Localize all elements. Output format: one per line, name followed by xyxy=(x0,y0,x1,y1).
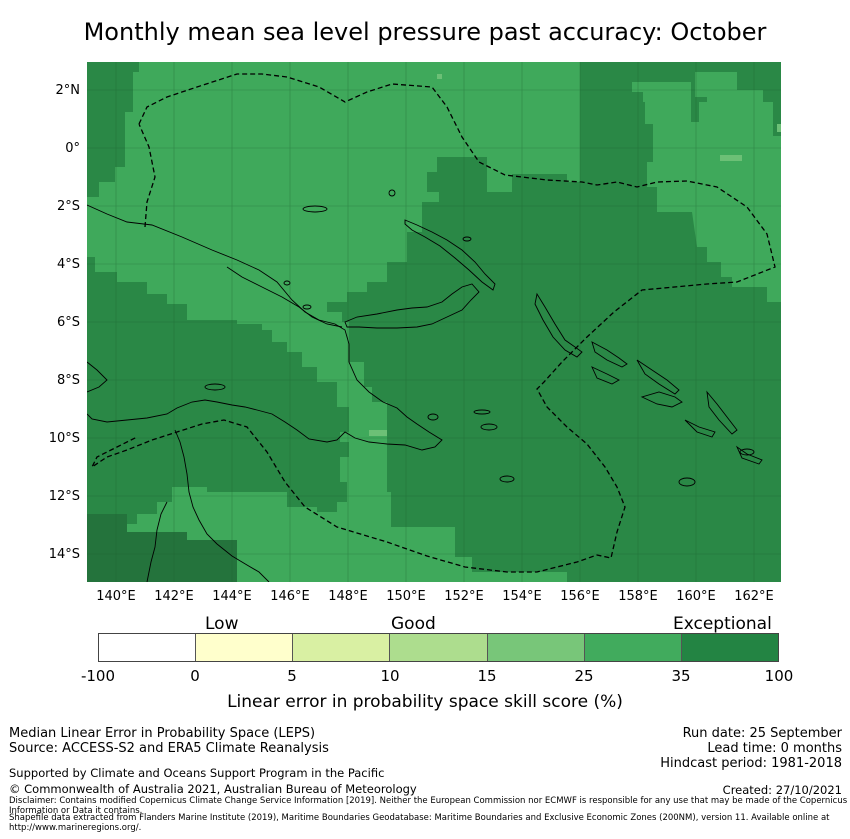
colorbar-category-exceptional: Exceptional xyxy=(673,614,772,634)
colorbar-tick: 5 xyxy=(287,667,297,685)
bougainville-coast xyxy=(534,292,583,358)
island-g xyxy=(499,475,515,483)
colorbar-tick: 15 xyxy=(477,667,497,685)
malaita-coast xyxy=(706,390,738,435)
x-tick-label: 160°E xyxy=(676,589,716,604)
x-tick-label: 152°E xyxy=(444,589,484,604)
footer-leps: Median Linear Error in Probability Space… xyxy=(9,726,316,741)
x-tick-label: 162°E xyxy=(734,589,774,604)
coastlines xyxy=(87,189,763,582)
x-tick-label: 148°E xyxy=(328,589,368,604)
island-e xyxy=(480,423,498,431)
skill-region-dark-w xyxy=(87,257,349,524)
new-guinea-north-coast xyxy=(226,266,343,328)
makira-coast xyxy=(684,419,716,438)
new-britain-coast xyxy=(344,283,480,329)
colorbar-segment xyxy=(487,634,585,661)
new-georgia-coast xyxy=(591,366,620,385)
island-i xyxy=(204,383,226,391)
eez-boundary xyxy=(90,73,776,573)
colorbar-segment xyxy=(584,634,682,661)
colorbar-segment xyxy=(99,634,197,661)
rennell-coast xyxy=(735,445,763,465)
footer-lead-time: Lead time: 0 months xyxy=(707,741,842,756)
island-h xyxy=(473,409,491,415)
island-j xyxy=(678,477,696,487)
x-tick-label: 142°E xyxy=(154,589,194,604)
y-tick-label: 0° xyxy=(65,141,80,156)
colorbar-segment xyxy=(390,634,488,661)
footer-copyright: © Commonwealth of Australia 2021, Austra… xyxy=(9,782,417,796)
colorbar-tick: 35 xyxy=(671,667,691,685)
y-tick-label: 2°S xyxy=(56,199,80,214)
x-tick-label: 154°E xyxy=(502,589,542,604)
colorbar-title: Linear error in probability space skill … xyxy=(227,692,623,712)
x-tick-label: 146°E xyxy=(270,589,310,604)
torres-strait-coast xyxy=(87,361,108,393)
cape-york-coast xyxy=(174,429,270,582)
light-patch-east xyxy=(720,155,742,161)
santa-isabel-coast xyxy=(636,359,680,395)
colorbar-category-good: Good xyxy=(391,614,436,634)
footer-shapefile-credit: Shapefile data extracted from Flanders M… xyxy=(9,813,830,833)
colorbar-tick: 10 xyxy=(380,667,400,685)
colorbar-tick: -100 xyxy=(80,667,116,685)
colorbar-tick: 0 xyxy=(190,667,200,685)
colorbar-segment xyxy=(196,634,294,661)
footer-source: Source: ACCESS-S2 and ERA5 Climate Reana… xyxy=(9,741,329,756)
footer-support: Supported by Climate and Oceans Support … xyxy=(9,766,385,780)
y-tick-label: 2°N xyxy=(55,83,81,98)
island-d xyxy=(302,304,312,310)
skill-region-dark-sw xyxy=(87,514,237,582)
island-f xyxy=(427,413,439,421)
choiseul-coast xyxy=(591,341,628,368)
gulf-coast xyxy=(146,501,168,582)
y-tick-label: 4°S xyxy=(56,257,80,272)
y-tick-label: 6°S xyxy=(56,315,80,330)
x-tick-label: 140°E xyxy=(96,589,136,604)
footer-run-date: Run date: 25 September xyxy=(682,726,842,741)
y-tick-label: 12°S xyxy=(48,489,80,504)
island-b xyxy=(462,236,472,242)
chart-title: Monthly mean sea level pressure past acc… xyxy=(83,18,767,46)
x-tick-label: 156°E xyxy=(560,589,600,604)
colorbar-segment xyxy=(681,634,778,661)
light-patch-corner xyxy=(777,124,781,132)
footer-disclaimer: Disclaimer: Contains modified Copernicus… xyxy=(9,796,848,816)
colorbar-tick: 100 xyxy=(764,667,794,685)
colorbar xyxy=(98,633,779,662)
y-tick-label: 14°S xyxy=(48,547,80,562)
colorbar-category-low: Low xyxy=(205,614,239,634)
x-tick-label: 144°E xyxy=(212,589,252,604)
light-patch-north xyxy=(437,74,442,79)
guadalcanal-coast xyxy=(640,391,683,408)
manus-island xyxy=(302,205,328,213)
colorbar-segment xyxy=(293,634,391,661)
new-ireland-coast xyxy=(404,219,496,291)
footer-created: Created: 27/10/2021 xyxy=(722,783,842,797)
skill-map xyxy=(87,62,781,582)
light-patch-south xyxy=(369,430,387,436)
x-tick-label: 158°E xyxy=(618,589,658,604)
gridlines xyxy=(87,62,781,582)
y-tick-label: 8°S xyxy=(56,373,80,388)
skill-region-dark-nw xyxy=(87,62,139,197)
island-c xyxy=(283,280,291,286)
footer-hindcast: Hindcast period: 1981-2018 xyxy=(660,756,842,771)
skill-map-graphic xyxy=(87,62,781,582)
new-guinea-coast xyxy=(87,204,443,451)
island-k xyxy=(739,448,755,456)
island-a xyxy=(388,189,396,197)
y-tick-label: 10°S xyxy=(48,431,80,446)
colorbar-tick: 25 xyxy=(574,667,594,685)
x-tick-label: 150°E xyxy=(386,589,426,604)
